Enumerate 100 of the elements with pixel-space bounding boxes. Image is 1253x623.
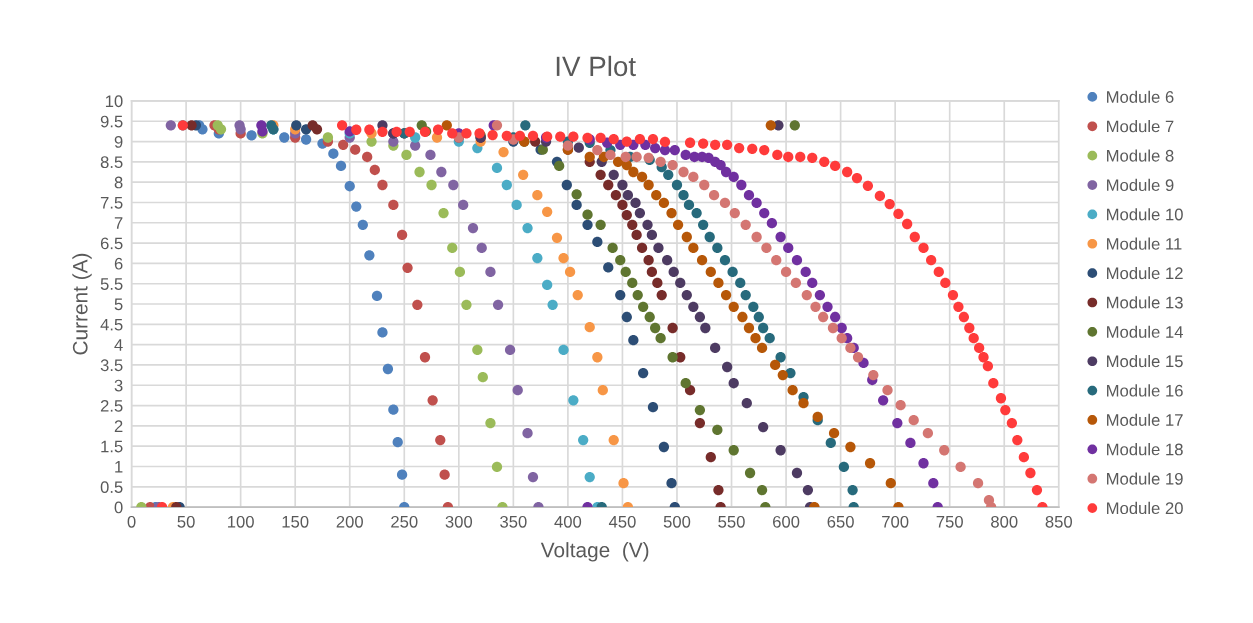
point <box>520 120 531 131</box>
point <box>830 311 841 323</box>
point <box>720 289 732 301</box>
point <box>610 190 622 201</box>
point <box>436 166 447 178</box>
point <box>712 242 723 254</box>
point <box>642 219 653 230</box>
point <box>646 229 658 241</box>
point <box>668 266 679 278</box>
point <box>691 207 702 219</box>
point <box>621 209 632 221</box>
point <box>765 120 776 131</box>
point <box>592 236 603 248</box>
x-tick-label: 350 <box>500 515 527 528</box>
point <box>603 179 614 191</box>
x-tick-label: 850 <box>1045 515 1073 528</box>
y-tick-label: 5 <box>114 298 123 311</box>
legend-label: Module 7 <box>1107 120 1174 133</box>
point <box>818 311 829 323</box>
point <box>712 424 723 436</box>
point <box>454 266 466 278</box>
point <box>672 219 684 230</box>
point <box>522 428 533 439</box>
point <box>628 166 639 178</box>
point <box>694 311 706 323</box>
point <box>477 371 488 383</box>
point <box>680 149 691 161</box>
point <box>748 301 759 313</box>
point <box>573 142 584 153</box>
point <box>728 378 739 389</box>
point <box>780 266 792 278</box>
point <box>783 242 794 254</box>
point <box>377 327 388 338</box>
point <box>558 344 569 356</box>
y-tick-label: 0.5 <box>100 481 123 494</box>
point <box>922 428 934 439</box>
y-tick-label: 3 <box>114 379 123 392</box>
point <box>441 120 452 131</box>
point <box>801 289 812 301</box>
point <box>771 255 782 266</box>
point <box>402 262 413 274</box>
legend-label: Module 12 <box>1107 266 1183 280</box>
x-tick-label: 550 <box>718 515 745 528</box>
point <box>775 445 786 456</box>
point <box>584 151 595 163</box>
point <box>572 289 583 301</box>
point <box>532 252 543 264</box>
point <box>728 171 739 183</box>
legend-label: Module 10 <box>1107 208 1183 221</box>
point <box>647 402 659 413</box>
point <box>789 120 800 131</box>
point <box>750 332 761 344</box>
y-tick-label: 3.5 <box>100 359 123 372</box>
legend-label: Module 8 <box>1107 149 1174 162</box>
point <box>632 289 643 301</box>
point <box>620 151 631 163</box>
point <box>643 255 654 266</box>
point <box>603 262 614 273</box>
point <box>715 159 726 171</box>
x-tick-label: 500 <box>663 515 691 528</box>
point <box>357 219 368 230</box>
point <box>955 461 966 473</box>
legend-label: Module 19 <box>1107 472 1183 485</box>
y-tick-label: 5.5 <box>100 278 123 290</box>
chart-title: IV Plot <box>556 55 636 77</box>
point <box>761 242 772 254</box>
point <box>627 277 638 289</box>
point <box>617 199 628 211</box>
point <box>427 395 438 406</box>
point <box>621 311 632 323</box>
point <box>663 169 674 180</box>
point <box>885 478 896 489</box>
point <box>582 209 593 220</box>
point <box>756 484 768 496</box>
legend-label: Module 9 <box>1107 178 1174 192</box>
point <box>751 231 762 243</box>
point <box>504 344 516 356</box>
point <box>666 207 677 219</box>
point <box>705 266 716 278</box>
x-axis-title: Voltage (V) <box>540 542 649 562</box>
x-tick-label: 700 <box>882 515 909 528</box>
y-tick-label: 7 <box>114 217 123 229</box>
point <box>688 171 699 183</box>
point <box>551 232 563 243</box>
point <box>582 219 593 230</box>
point <box>578 434 589 446</box>
point <box>542 206 553 217</box>
point <box>425 149 436 161</box>
point <box>667 322 678 334</box>
point <box>618 478 629 489</box>
y-tick-label: 2.5 <box>100 399 123 412</box>
point <box>522 222 533 234</box>
point <box>382 363 394 375</box>
point <box>696 255 708 266</box>
point <box>667 352 678 363</box>
point <box>246 130 257 141</box>
point <box>554 160 565 172</box>
point <box>758 421 769 433</box>
point <box>414 166 425 178</box>
point <box>439 469 450 480</box>
